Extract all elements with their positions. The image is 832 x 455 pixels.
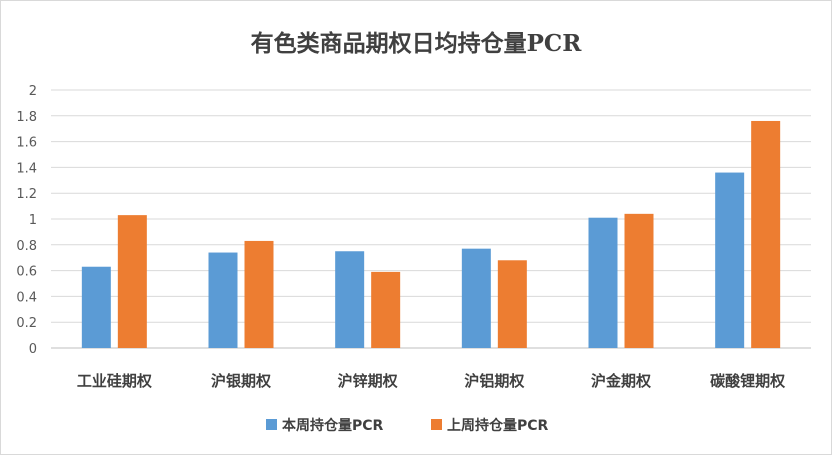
- y-tick-label: 1.6: [16, 136, 37, 151]
- bar-last-week: [244, 240, 274, 348]
- gridlines: [51, 89, 811, 349]
- legend-label: 本周持仓量PCR: [282, 417, 384, 434]
- x-axis-ticks: 工业硅期权 沪银期权 沪锌期权 沪铝期权 沪金期权 碳酸锂期权: [77, 372, 786, 390]
- bar-this-week: [208, 252, 238, 348]
- y-tick-label: 1.2: [16, 187, 37, 202]
- bar-last-week: [117, 215, 147, 348]
- x-tick-label: 沪金期权: [591, 372, 652, 390]
- bar-last-week: [624, 213, 654, 348]
- x-tick-label: 碳酸锂期权: [710, 372, 786, 390]
- x-tick-label: 沪银期权: [211, 372, 272, 390]
- y-tick-label: 0: [29, 342, 37, 357]
- x-tick-label: 工业硅期权: [77, 372, 153, 390]
- y-tick-label: 1.8: [16, 110, 37, 125]
- legend-label: 上周持仓量PCR: [447, 417, 549, 434]
- bar-this-week: [81, 266, 111, 348]
- y-axis-ticks: 0 0.2 0.4 0.6 0.8 1 1.2 1.4 1.6 1.8 2: [16, 84, 37, 357]
- legend-swatch: [266, 419, 277, 430]
- bar-this-week: [335, 251, 365, 348]
- x-tick-label: 沪锌期权: [338, 372, 399, 390]
- x-tick-label: 沪铝期权: [464, 372, 525, 390]
- bar-this-week: [588, 217, 618, 348]
- y-tick-label: 1.4: [16, 161, 37, 176]
- chart-title: 有色类商品期权日均持仓量PCR: [251, 30, 583, 57]
- y-tick-label: 2: [29, 84, 37, 99]
- y-tick-label: 0.2: [16, 316, 37, 331]
- y-tick-label: 1: [29, 213, 37, 228]
- legend-swatch: [431, 419, 442, 430]
- bar-this-week: [461, 248, 491, 348]
- y-tick-label: 0.6: [16, 265, 37, 280]
- bar-this-week: [715, 172, 745, 348]
- y-tick-label: 0.8: [16, 239, 37, 254]
- bars: [81, 120, 781, 349]
- bar-last-week: [751, 120, 781, 349]
- bar-last-week: [497, 260, 527, 348]
- bar-last-week: [371, 271, 401, 348]
- legend: 本周持仓量PCR 上周持仓量PCR: [266, 417, 549, 434]
- y-tick-label: 0.4: [16, 290, 37, 305]
